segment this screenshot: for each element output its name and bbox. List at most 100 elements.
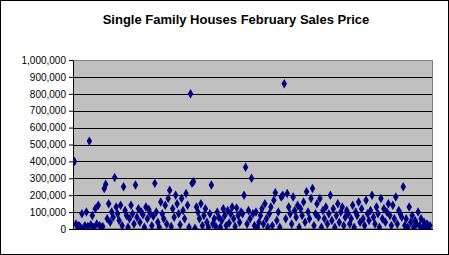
y-tick-label: 300,000 — [30, 173, 67, 184]
point — [140, 210, 145, 219]
y-tick: 300,000 — [30, 173, 73, 184]
point — [180, 206, 185, 215]
point — [383, 217, 388, 226]
point — [203, 204, 208, 213]
point — [177, 220, 182, 229]
point — [213, 222, 218, 229]
point — [281, 79, 286, 88]
point — [167, 185, 172, 194]
point — [170, 204, 175, 213]
point — [378, 194, 383, 203]
point — [271, 196, 276, 205]
point — [401, 182, 406, 191]
point — [354, 211, 359, 220]
point — [186, 223, 191, 229]
y-tick-label: 200,000 — [30, 190, 67, 201]
point — [182, 214, 187, 223]
point — [183, 189, 188, 198]
y-tick-label: 800,000 — [30, 89, 67, 100]
point — [323, 202, 328, 211]
point — [241, 190, 246, 199]
y-tick-mark — [69, 94, 73, 95]
point — [406, 202, 411, 211]
point — [192, 223, 197, 229]
point — [229, 202, 234, 211]
y-tick: 1,000,000 — [22, 55, 74, 66]
point — [274, 216, 279, 225]
point — [142, 223, 147, 229]
grid-line — [73, 77, 433, 78]
y-tick: 500,000 — [30, 139, 73, 150]
point — [106, 199, 111, 208]
point — [316, 212, 321, 221]
point — [100, 222, 105, 229]
point — [296, 223, 301, 229]
y-tick-mark — [69, 212, 73, 213]
point — [280, 190, 285, 199]
chart-title: Single Family Houses February Sales Pric… — [103, 12, 370, 27]
y-tick-mark — [69, 178, 73, 179]
point — [311, 221, 316, 229]
point — [79, 209, 84, 218]
point — [276, 207, 281, 216]
point — [212, 214, 217, 223]
y-tick-label: 900,000 — [30, 72, 67, 83]
y-tick-mark — [69, 77, 73, 78]
point — [237, 217, 242, 226]
point — [299, 211, 304, 220]
point — [369, 190, 374, 199]
point — [152, 179, 157, 188]
grid-line — [73, 128, 433, 129]
point — [188, 89, 193, 98]
point — [308, 194, 313, 203]
y-tick-label: 600,000 — [30, 122, 67, 133]
point — [168, 222, 173, 229]
point — [332, 223, 337, 229]
point — [137, 217, 142, 226]
point — [232, 222, 237, 229]
y-tick-label: 700,000 — [30, 105, 67, 116]
grid-line — [73, 145, 433, 146]
y-tick: 600,000 — [30, 122, 73, 133]
y-tick-mark — [69, 128, 73, 129]
point — [198, 199, 203, 208]
point — [415, 207, 420, 216]
y-tick: 700,000 — [30, 105, 73, 116]
point — [73, 157, 77, 166]
point — [191, 177, 196, 186]
point — [112, 173, 117, 182]
point — [319, 223, 324, 229]
point — [87, 136, 92, 145]
chart-border — [1, 1, 449, 255]
point — [351, 223, 356, 229]
point — [240, 209, 245, 218]
point — [96, 201, 101, 210]
point — [174, 199, 179, 208]
grid-line — [73, 111, 433, 112]
point — [243, 163, 248, 172]
grid-line — [73, 94, 433, 95]
y-tick-label: 0 — [60, 224, 66, 235]
y-tick-mark — [69, 145, 73, 146]
point — [103, 179, 108, 188]
y-tick-label: 1,000,000 — [22, 55, 67, 66]
point — [118, 201, 123, 210]
plot-area — [73, 60, 433, 229]
point — [390, 201, 395, 210]
point — [121, 182, 126, 191]
point — [329, 216, 334, 225]
point — [125, 223, 130, 229]
chart: Single Family Houses February Sales Pric… — [0, 0, 449, 255]
point — [331, 204, 336, 213]
point — [84, 207, 89, 216]
y-tick-mark — [69, 111, 73, 112]
point — [90, 211, 95, 220]
grid-line — [73, 229, 433, 230]
point — [350, 201, 355, 210]
point — [234, 203, 239, 212]
point — [356, 197, 361, 206]
point — [377, 223, 382, 229]
point — [149, 221, 154, 229]
point — [317, 194, 322, 203]
point — [427, 221, 432, 229]
